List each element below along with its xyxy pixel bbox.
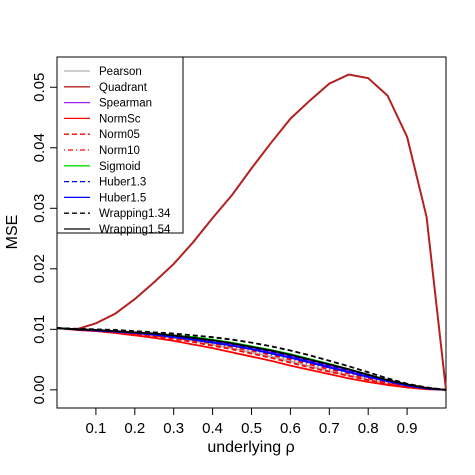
x-tick-label: 0.9 xyxy=(397,420,418,437)
legend-entry-label: Pearson xyxy=(99,66,142,78)
y-tick-label: 0.01 xyxy=(31,315,48,344)
series-line-wrapping1-34 xyxy=(56,327,447,391)
series-line-wrapping1-54 xyxy=(56,327,447,391)
legend-entry-label: NormSc xyxy=(99,113,141,125)
legend: Pearson Quadrant Spearman NormSc Norm05 Norm1… xyxy=(56,56,184,236)
x-tick-label: 0.8 xyxy=(358,420,379,437)
x-tick-label: 0.1 xyxy=(85,420,106,437)
x-tick-label: 0.7 xyxy=(319,420,340,437)
x-axis-label: underlying ρ xyxy=(207,439,294,456)
x-tick-label: 0.3 xyxy=(163,420,184,437)
legend-entry-label: Sigmoid xyxy=(99,161,141,173)
series-layer xyxy=(56,73,447,391)
y-tick-label: 0.04 xyxy=(31,133,48,162)
legend-entry-label: Huber1.5 xyxy=(99,192,146,204)
x-tick-label: 0.2 xyxy=(124,420,145,437)
y-axis: 0.00 0.01 0.02 0.03 0.04 0.05 xyxy=(31,73,57,404)
legend-entry-label: Spearman xyxy=(99,98,152,110)
legend-entry-label: Norm05 xyxy=(99,129,140,141)
legend-entry-label: Wrapping1.34 xyxy=(99,208,171,220)
x-tick-label: 0.5 xyxy=(241,420,262,437)
y-tick-label: 0.00 xyxy=(31,375,48,404)
y-tick-label: 0.02 xyxy=(31,254,48,283)
series-line-quadrant xyxy=(56,73,447,390)
legend-entry-label: Huber1.3 xyxy=(99,177,146,189)
y-tick-label: 0.03 xyxy=(31,194,48,223)
x-tick-label: 0.4 xyxy=(202,420,223,437)
legend-entry-label: Wrapping1.54 xyxy=(99,224,171,236)
x-tick-label: 0.6 xyxy=(280,420,301,437)
legend-entry-label: Norm10 xyxy=(99,145,140,157)
x-axis: 0.1 0.2 0.3 0.4 0.5 0.6 0.7 0.8 0.9 xyxy=(85,408,418,437)
y-axis-label: MSE xyxy=(4,215,21,250)
y-tick-label: 0.05 xyxy=(31,73,48,102)
legend-entry-label: Quadrant xyxy=(99,82,148,94)
